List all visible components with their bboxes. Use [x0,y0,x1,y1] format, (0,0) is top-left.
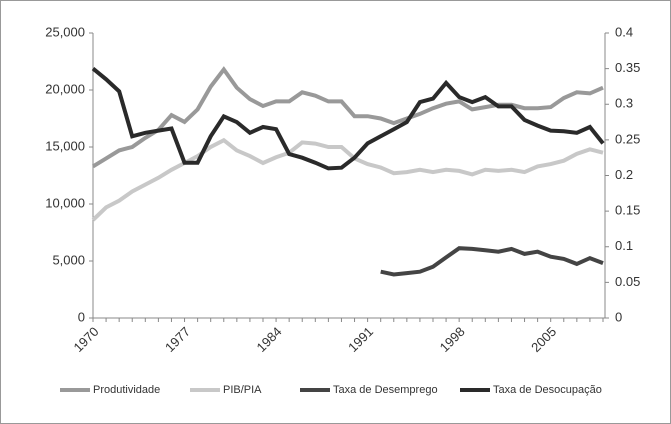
y-tick-label: 25,000 [45,24,85,39]
series-line [380,246,604,277]
legend: Produtividade PIB/PIA Taxa de Desemprego Ta… [60,384,602,396]
y2-tick-label: 0.35 [615,60,640,75]
legend-label: Taxa de Desemprego [333,384,438,396]
y2-tick-label: 0.25 [615,131,640,146]
series-line [91,137,604,222]
y2-tick-label: 0.05 [615,274,640,289]
y2-tick-label: 0.3 [615,96,633,111]
series-line [91,67,605,171]
y-tick-label: 20,000 [45,81,85,96]
y2-tick-label: 0.15 [615,203,640,218]
y2-tick-label: 0.4 [615,24,633,39]
legend-label: Produtividade [93,384,160,396]
legend-label: Taxa de Desocupação [493,384,602,396]
y-tick-label: 15,000 [45,138,85,153]
y-tick-label: 5,000 [52,252,85,267]
y-tick-label: 10,000 [45,195,85,210]
series-line [91,66,604,169]
y2-tick-label: 0 [615,309,622,324]
y2-tick-label: 0.2 [615,167,633,182]
y-tick-label: 0 [78,309,85,324]
y2-tick-label: 0.1 [615,238,633,253]
legend-label: PIB/PIA [223,384,262,396]
